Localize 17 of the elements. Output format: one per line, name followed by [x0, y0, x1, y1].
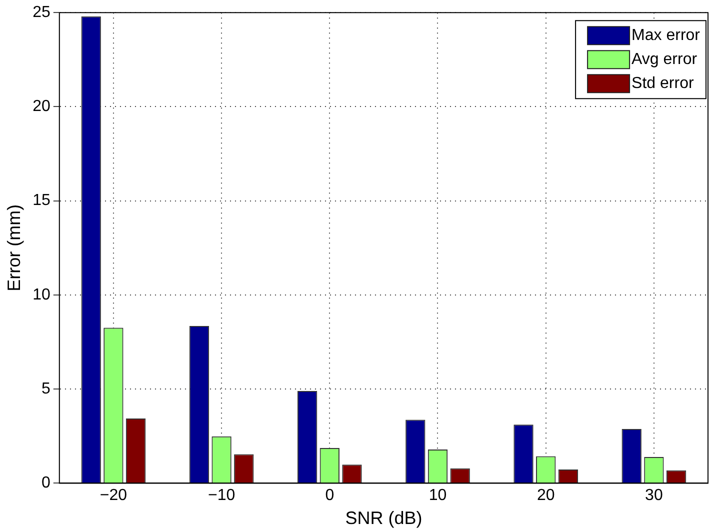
x-tick-label: 20: [536, 487, 555, 504]
x-tick-label: 30: [645, 487, 663, 504]
y-tick-label: 10: [32, 286, 50, 304]
x-axis-title: SNR (dB): [345, 508, 422, 528]
y-tick-label: 15: [32, 192, 50, 210]
x-tick-label: −10: [208, 487, 236, 504]
x-tick-label: −20: [100, 487, 128, 504]
x-tick-label: 0: [325, 487, 334, 504]
y-axis-title: Error (mm): [4, 204, 24, 292]
legend-label: Std error: [632, 75, 694, 92]
y-tick-label: 0: [41, 474, 50, 492]
y-tick-label: 5: [41, 380, 50, 398]
legend-label: Max error: [632, 27, 701, 44]
x-tick-label: 10: [428, 487, 447, 504]
y-tick-label: 25: [32, 4, 50, 22]
legend-label: Avg error: [632, 51, 698, 68]
y-tick-label: 20: [32, 98, 50, 116]
